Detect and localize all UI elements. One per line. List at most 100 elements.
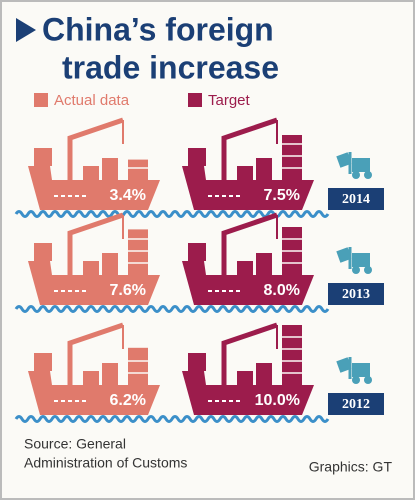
year-badge <box>328 283 384 305</box>
source: Administration of Customs <box>24 455 187 471</box>
container-stack <box>128 229 148 275</box>
hull-dash <box>54 400 58 402</box>
ship-cabin <box>34 148 52 166</box>
hull-dash <box>236 400 240 402</box>
hull-dash <box>229 400 233 402</box>
ship-cabin <box>188 148 206 166</box>
forklift-wheel <box>364 171 372 179</box>
forklift-wheel <box>352 171 360 179</box>
hull-dash <box>236 290 240 292</box>
value-label: 3.4% <box>110 187 146 204</box>
hull-dash <box>61 290 65 292</box>
container <box>102 253 118 275</box>
ship-cabin <box>34 243 52 261</box>
hull-dash <box>75 290 79 292</box>
ship-cabin <box>34 353 52 371</box>
ship-hull <box>182 261 314 305</box>
forklift-box <box>336 152 352 168</box>
hull-dash <box>215 400 219 402</box>
value-label: 7.5% <box>264 187 300 204</box>
legend-label: Target <box>208 92 251 109</box>
legend-swatch <box>34 93 48 107</box>
value-label: 7.6% <box>110 282 146 299</box>
crane <box>67 117 124 180</box>
ship-hull <box>182 371 314 415</box>
crane <box>221 212 278 275</box>
year-label: 2012 <box>342 397 370 412</box>
hull-dash <box>75 195 79 197</box>
year-label: 2013 <box>342 287 370 302</box>
hull-dash <box>208 290 212 292</box>
ship-cabin <box>188 243 206 261</box>
hull-dash <box>68 400 72 402</box>
container <box>83 166 99 180</box>
ship-hull <box>28 261 160 305</box>
year-label: 2014 <box>342 192 370 207</box>
forklift-wheel <box>364 376 372 384</box>
hull-dash <box>222 290 226 292</box>
container-stack <box>128 159 148 180</box>
crane <box>221 117 278 180</box>
ship-cabin <box>188 353 206 371</box>
wave <box>14 415 330 423</box>
value-label: 8.0% <box>264 282 300 299</box>
crane <box>67 212 124 275</box>
title-marker <box>16 18 36 42</box>
hull-dash <box>61 195 65 197</box>
container-stack <box>282 135 302 180</box>
container-stack <box>282 325 302 385</box>
forklift-wheel <box>352 266 360 274</box>
legend-swatch <box>188 93 202 107</box>
hull-dash <box>68 195 72 197</box>
forklift-box <box>336 357 352 373</box>
hull-dash <box>61 400 65 402</box>
hull-dash <box>229 290 233 292</box>
crane <box>67 322 124 385</box>
forklift-body <box>352 158 370 172</box>
hull-dash <box>82 400 86 402</box>
title: trade increase <box>62 49 279 85</box>
hull-dash <box>54 290 58 292</box>
ship-hull <box>28 166 160 210</box>
forklift-wheel <box>364 266 372 274</box>
credit: Graphics: GT <box>309 459 393 475</box>
hull-dash <box>75 400 79 402</box>
container <box>256 253 272 275</box>
container <box>83 371 99 385</box>
hull-dash <box>208 195 212 197</box>
ship-hull <box>182 166 314 210</box>
crane <box>221 322 278 385</box>
forklift-body <box>352 253 370 267</box>
container-stack <box>128 347 148 385</box>
hull-dash <box>229 195 233 197</box>
container <box>237 166 253 180</box>
value-label: 6.2% <box>110 392 146 409</box>
container <box>83 261 99 275</box>
legend-label: Actual data <box>54 92 130 109</box>
hull-dash <box>236 195 240 197</box>
source: Source: General <box>24 436 126 452</box>
hull-dash <box>54 195 58 197</box>
year-badge <box>328 188 384 210</box>
container <box>237 261 253 275</box>
forklift-box <box>336 247 352 263</box>
value-label: 10.0% <box>255 392 300 409</box>
container <box>237 371 253 385</box>
hull-dash <box>222 400 226 402</box>
hull-dash <box>82 290 86 292</box>
year-badge <box>328 393 384 415</box>
title: China’s foreign <box>42 11 274 47</box>
container <box>256 158 272 180</box>
container <box>102 158 118 180</box>
hull-dash <box>215 290 219 292</box>
hull-dash <box>208 400 212 402</box>
hull-dash <box>222 195 226 197</box>
hull-dash <box>68 290 72 292</box>
wave <box>14 305 330 313</box>
forklift-wheel <box>352 376 360 384</box>
forklift-body <box>352 363 370 377</box>
container <box>102 363 118 385</box>
container <box>256 363 272 385</box>
ship-hull <box>28 371 160 415</box>
